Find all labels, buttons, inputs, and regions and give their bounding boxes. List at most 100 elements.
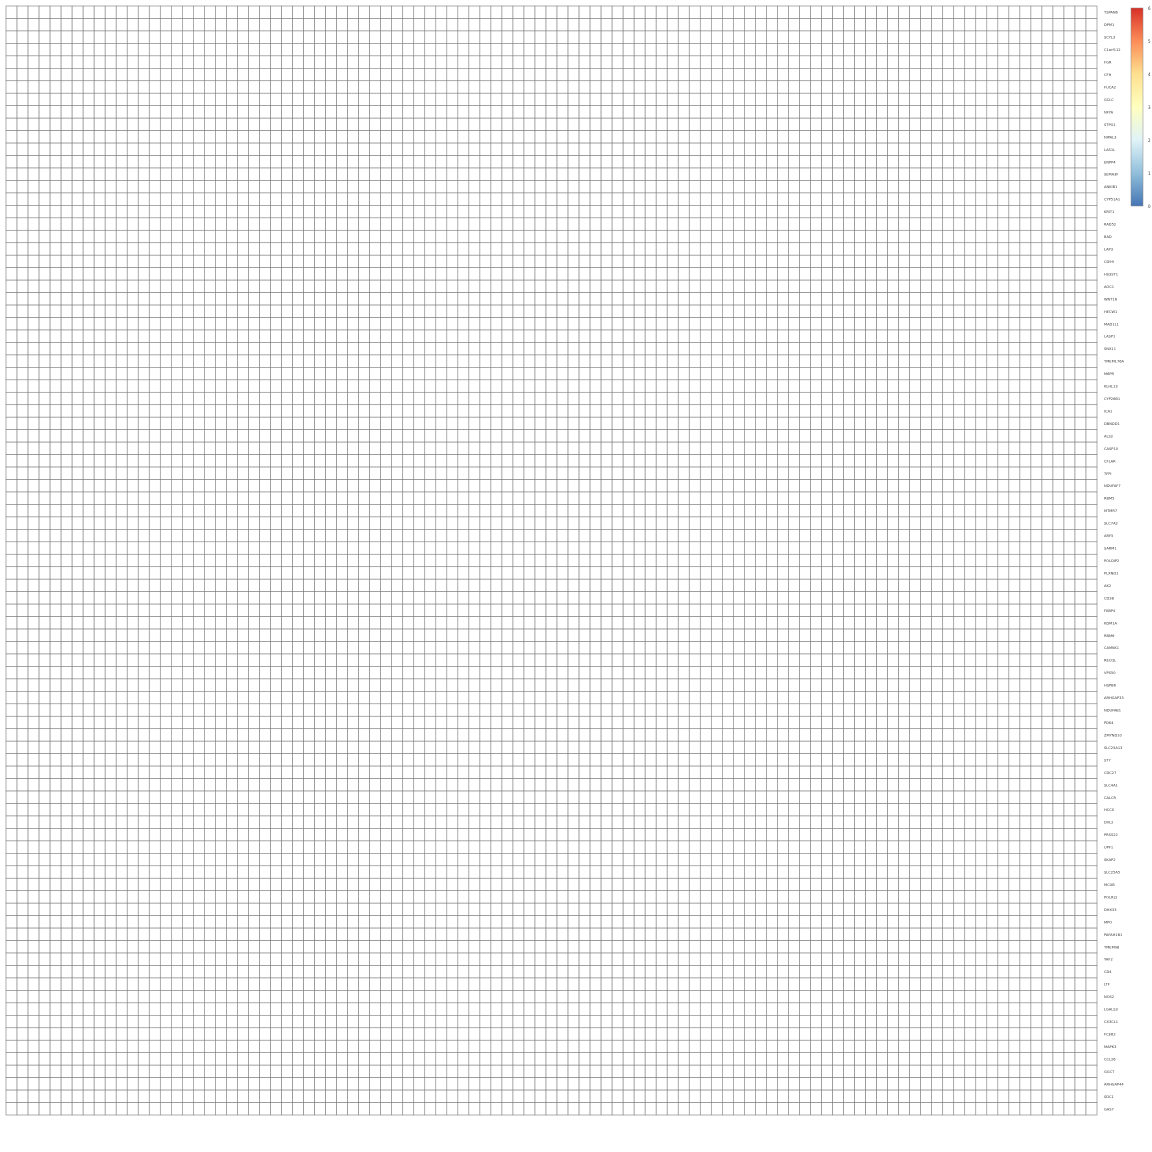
heatmap-cell bbox=[843, 391, 855, 406]
heatmap-cell bbox=[843, 578, 855, 592]
heatmap-cell bbox=[666, 192, 679, 206]
heatmap-cell bbox=[60, 155, 73, 169]
heatmap-cell bbox=[523, 616, 536, 630]
heatmap-cell bbox=[523, 391, 536, 406]
heatmap-cell bbox=[347, 603, 359, 617]
heatmap-cell bbox=[688, 479, 701, 493]
heatmap-cell bbox=[490, 342, 503, 356]
heatmap-cell bbox=[512, 504, 525, 518]
heatmap-cell bbox=[248, 279, 260, 293]
heatmap-cell bbox=[556, 130, 569, 144]
heatmap-cell bbox=[1019, 541, 1032, 555]
heatmap-cell bbox=[1063, 466, 1076, 480]
heatmap-cell bbox=[567, 167, 580, 181]
heatmap-cell bbox=[325, 541, 337, 555]
heatmap-cell bbox=[159, 479, 172, 493]
heatmap-cell bbox=[303, 5, 315, 19]
heatmap-cell bbox=[986, 292, 999, 306]
heatmap-cell bbox=[391, 229, 404, 244]
heatmap-cell bbox=[424, 541, 437, 555]
heatmap-cell bbox=[832, 504, 844, 518]
heatmap-cell bbox=[60, 68, 73, 82]
heatmap-cell bbox=[82, 167, 95, 181]
heatmap-cell bbox=[744, 354, 756, 368]
heatmap-cell bbox=[292, 217, 304, 231]
heatmap-cell bbox=[733, 317, 745, 331]
heatmap-cell bbox=[259, 229, 271, 244]
heatmap-cell bbox=[1030, 603, 1043, 617]
heatmap-cell bbox=[248, 142, 260, 156]
heatmap-cell bbox=[810, 130, 822, 144]
heatmap-cell bbox=[1030, 267, 1043, 281]
heatmap-cell bbox=[336, 578, 348, 592]
heatmap-cell bbox=[336, 616, 348, 630]
heatmap-cell bbox=[766, 379, 778, 393]
heatmap-cell bbox=[402, 192, 415, 206]
heatmap-cell bbox=[325, 342, 337, 356]
heatmap-cell bbox=[821, 603, 833, 617]
heatmap-cell bbox=[501, 566, 514, 580]
heatmap-cell bbox=[60, 429, 73, 443]
heatmap-cell bbox=[325, 379, 337, 393]
heatmap-cell bbox=[644, 229, 657, 244]
heatmap-cell bbox=[248, 616, 260, 630]
heatmap-cell bbox=[832, 254, 844, 268]
heatmap-cell bbox=[589, 491, 602, 505]
heatmap-cell bbox=[799, 117, 811, 131]
heatmap-cell bbox=[578, 416, 591, 430]
heatmap-cell bbox=[1030, 18, 1043, 32]
heatmap-cell bbox=[204, 416, 216, 430]
heatmap-cell bbox=[964, 416, 977, 430]
heatmap-cell bbox=[314, 242, 326, 256]
heatmap-cell bbox=[964, 479, 977, 493]
heatmap-cell bbox=[446, 416, 459, 430]
heatmap-cell bbox=[843, 591, 855, 605]
heatmap-cell bbox=[259, 180, 271, 194]
heatmap-cell bbox=[281, 354, 293, 368]
heatmap-cell bbox=[986, 80, 999, 94]
heatmap-cell bbox=[1074, 55, 1087, 69]
heatmap-cell bbox=[523, 367, 536, 381]
heatmap-cell bbox=[248, 68, 260, 82]
heatmap-cell bbox=[633, 155, 646, 169]
heatmap-cell bbox=[314, 92, 326, 106]
heatmap-cell bbox=[93, 18, 106, 32]
heatmap-cell bbox=[920, 267, 932, 281]
heatmap-cell bbox=[975, 167, 988, 181]
heatmap-cell bbox=[126, 367, 139, 381]
heatmap-cell bbox=[556, 167, 569, 181]
heatmap-cell bbox=[600, 167, 613, 181]
heatmap-cell bbox=[920, 379, 932, 393]
heatmap-cell bbox=[986, 541, 999, 555]
heatmap-cell bbox=[336, 591, 348, 605]
heatmap-cell bbox=[16, 192, 29, 206]
heatmap-cell bbox=[1030, 254, 1043, 268]
heatmap-cell bbox=[148, 441, 161, 455]
heatmap-cell bbox=[964, 304, 977, 318]
heatmap-cell bbox=[259, 491, 271, 505]
heatmap-cell bbox=[1063, 379, 1076, 393]
heatmap-cell bbox=[920, 242, 932, 256]
heatmap-cell bbox=[722, 603, 734, 617]
heatmap-cell bbox=[171, 317, 183, 331]
heatmap-cell bbox=[27, 541, 40, 555]
heatmap-cell bbox=[468, 55, 481, 69]
heatmap-cell bbox=[270, 466, 282, 480]
heatmap-cell bbox=[920, 18, 932, 32]
heatmap-cell bbox=[193, 591, 205, 605]
heatmap-cell bbox=[380, 466, 393, 480]
heatmap-cell bbox=[248, 479, 260, 493]
heatmap-cell bbox=[38, 217, 51, 231]
heatmap-cell bbox=[799, 541, 811, 555]
heatmap-cell bbox=[699, 541, 712, 555]
heatmap-cell bbox=[788, 379, 800, 393]
heatmap-cell bbox=[457, 80, 470, 94]
heatmap-cell bbox=[215, 105, 227, 119]
heatmap-cell bbox=[435, 80, 448, 94]
heatmap-cell bbox=[677, 342, 690, 356]
heatmap-cell bbox=[777, 404, 789, 418]
heatmap-cell bbox=[82, 292, 95, 306]
heatmap-cell bbox=[920, 354, 932, 368]
heatmap-cell bbox=[832, 267, 844, 281]
heatmap-cell bbox=[1019, 130, 1032, 144]
